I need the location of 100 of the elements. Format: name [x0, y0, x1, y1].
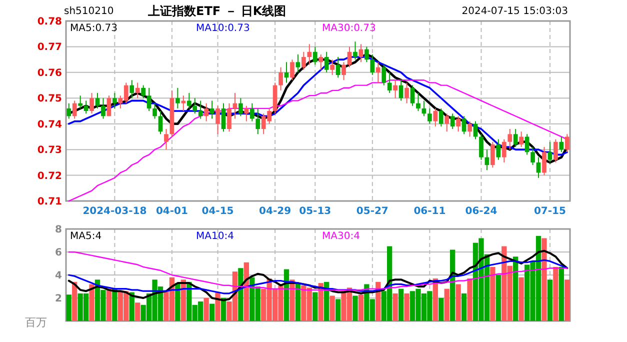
candlestick — [468, 120, 472, 138]
candlestick — [90, 92, 94, 114]
candlestick — [542, 146, 546, 176]
y-tick-label: 4 — [55, 270, 62, 282]
candlestick — [370, 54, 375, 76]
chart-subtitle: sh510210 — [64, 6, 114, 17]
candlestick — [416, 92, 420, 112]
candlestick — [238, 98, 243, 117]
candlestick — [318, 54, 324, 70]
bar — [558, 266, 564, 321]
candlestick — [358, 44, 364, 63]
candlestick — [181, 95, 186, 112]
candlestick — [508, 128, 512, 150]
bar — [72, 282, 78, 321]
candlestick — [554, 138, 558, 163]
y-tick-label: 0.74 — [37, 119, 62, 130]
candlestick — [444, 113, 450, 132]
bar — [398, 288, 404, 321]
bar — [564, 280, 570, 321]
candlestick — [404, 82, 409, 104]
y-tick-label: 0.72 — [37, 170, 62, 182]
candlestick — [513, 128, 518, 148]
candlestick — [490, 141, 495, 168]
bar — [450, 250, 456, 321]
bar — [204, 298, 209, 321]
candlestick — [428, 108, 432, 124]
candlestick — [564, 134, 570, 153]
candlestick — [296, 54, 300, 73]
line-series — [68, 251, 568, 291]
x-tick-label: 06-11 — [414, 206, 446, 217]
candlestick — [204, 102, 208, 122]
bar — [112, 288, 118, 321]
line-series — [68, 250, 568, 302]
candlestick — [484, 149, 490, 171]
candlestick — [502, 138, 506, 163]
candlestick — [519, 131, 524, 148]
candlestick — [324, 51, 329, 73]
candlestick — [548, 141, 552, 163]
text: MA10:0.73 — [196, 23, 250, 34]
bar — [66, 294, 72, 321]
candlestick — [496, 138, 501, 160]
bar — [467, 278, 472, 321]
candlestick — [393, 80, 398, 99]
x-tick-label: 04-01 — [156, 206, 188, 217]
bar — [513, 256, 518, 321]
candlestick — [450, 113, 455, 130]
candlestick — [438, 108, 444, 127]
candlestick — [307, 44, 312, 66]
x-tick-label: 04-29 — [259, 206, 292, 217]
y-tick-label: 0.73 — [37, 145, 62, 156]
y-tick-label: 0.75 — [37, 94, 62, 105]
bar — [456, 284, 461, 321]
bar — [518, 277, 524, 321]
x-tick-label: 05-27 — [356, 206, 388, 217]
candlestick — [302, 51, 306, 70]
candlestick — [256, 108, 260, 135]
candlestick — [95, 92, 100, 109]
candlestick — [192, 98, 198, 114]
bar — [312, 292, 318, 321]
y-tick-label: 0.78 — [37, 16, 62, 28]
text: 2024-07-15 15:03:03 — [462, 6, 568, 17]
bar — [209, 304, 215, 321]
text: MA5:4 — [70, 231, 102, 242]
bar — [215, 292, 220, 321]
candlestick — [353, 41, 358, 60]
x-tick-label: 07-15 — [534, 206, 566, 217]
candlestick — [330, 59, 334, 76]
candlestick — [135, 82, 140, 99]
candlestick — [312, 46, 318, 66]
candlestick — [176, 87, 180, 109]
candlestick — [146, 87, 152, 112]
candlestick — [244, 105, 249, 122]
candlestick — [382, 64, 386, 86]
candlestick — [66, 102, 72, 120]
candlestick — [72, 100, 77, 120]
candlestick — [186, 92, 192, 109]
bar — [444, 288, 450, 321]
candlestick — [221, 102, 226, 132]
candlestick — [130, 80, 134, 99]
candlestick — [152, 102, 157, 120]
candlestick — [376, 62, 380, 84]
bar — [352, 296, 358, 321]
text: MA30:4 — [322, 231, 360, 242]
candlestick — [530, 146, 535, 166]
bar — [496, 275, 501, 321]
bar — [438, 298, 444, 321]
candlestick — [456, 116, 460, 132]
y-tick-label: 8 — [55, 224, 62, 236]
bar — [135, 302, 140, 321]
candlestick — [141, 84, 146, 99]
x-tick-label: 06-24 — [465, 206, 498, 217]
x-tick-label: 2024-03-18 — [82, 206, 147, 217]
bar — [324, 282, 330, 321]
candlestick — [559, 136, 564, 153]
bar — [490, 266, 496, 321]
x-tick-label: 04-15 — [202, 206, 234, 217]
bar — [238, 268, 244, 321]
y-tick-label: 2 — [55, 294, 62, 304]
candlestick — [101, 98, 106, 120]
y-tick-label: 0.76 — [37, 68, 62, 79]
